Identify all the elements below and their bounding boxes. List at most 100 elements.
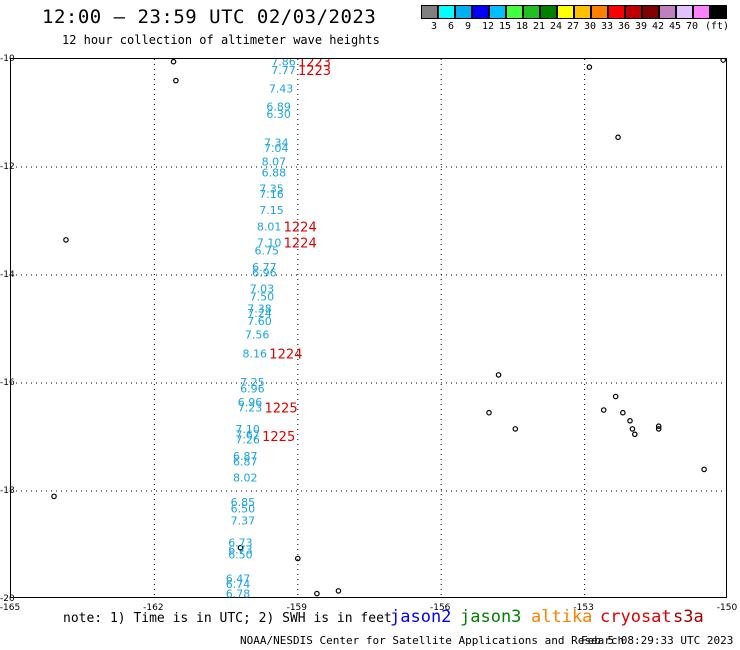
island-outline: [63, 237, 69, 243]
scale-label: 18: [516, 21, 529, 32]
wave-height-label: 8.07: [262, 156, 287, 169]
wave-height-label: 6.30: [266, 108, 291, 121]
scale-label: 27: [567, 21, 580, 32]
lon-tick-label: -165: [0, 603, 20, 613]
lon-tick-label: -159: [287, 603, 308, 613]
wave-height-label: 7.10: [257, 237, 282, 250]
wave-height-label: 7.10: [235, 423, 260, 436]
wave-height-label: 7.86: [271, 59, 296, 69]
time-label: 1225: [265, 401, 298, 416]
scale-label: 21: [533, 21, 546, 32]
scale-swatch: [506, 5, 523, 19]
time-label: 1225: [262, 430, 295, 445]
scale-label: 33: [601, 21, 614, 32]
scale-label: 15: [499, 21, 512, 32]
wave-height-label: 6.75: [254, 245, 279, 258]
island-outline: [170, 59, 177, 65]
scale-swatch: [710, 5, 727, 19]
wave-height-label: 7.23: [238, 401, 263, 414]
wave-height-label: 6.85: [231, 496, 256, 509]
scale-swatch: [421, 5, 438, 19]
scale-swatch: [523, 5, 540, 19]
footer-credit: NOAA/NESDIS Center for Satellite Applica…: [240, 634, 625, 647]
scale-swatch: [625, 5, 642, 19]
island-outline: [627, 417, 633, 424]
time-label: 1223: [298, 59, 331, 71]
wave-height-label: 7.60: [247, 315, 272, 328]
wave-height-label: 7.50: [250, 291, 275, 304]
time-label: 1224: [284, 237, 317, 252]
lon-tick-label: -150: [717, 603, 738, 613]
note-text: note: 1) Time is in UTC; 2) SWH is in fe…: [63, 611, 392, 626]
lat-tick-label: -12: [0, 162, 15, 172]
lat-tick-label: -14: [0, 270, 15, 280]
wave-height-label: 6.89: [266, 101, 291, 114]
island-outline: [629, 426, 636, 432]
island-outline: [655, 423, 662, 430]
island-outline: [631, 431, 638, 438]
legend-s3a: s3a: [673, 607, 704, 627]
legend-jason2: jason2: [390, 607, 452, 627]
island-outline: [620, 409, 626, 416]
legend-cryosat: cryosat: [600, 607, 672, 627]
scale-swatch: [608, 5, 625, 19]
scale-swatch: [540, 5, 557, 19]
scale-swatch: [489, 5, 506, 19]
wave-height-label: 7.34: [264, 137, 289, 150]
scale-label: 45: [669, 21, 682, 32]
island-outline: [720, 59, 727, 63]
wave-height-label: 7.43: [269, 83, 294, 96]
map-frame: 7.86 7.77 7.43 6.89 6.30 7.34 7.04 8.07 6.88 7.35…: [10, 58, 728, 599]
time-label: 1224: [284, 220, 317, 235]
wave-height-label: 7.26: [235, 434, 260, 447]
scale-label: 3: [431, 21, 438, 32]
page-title: 12:00 — 23:59 UTC 02/03/2023: [42, 6, 377, 28]
wave-height-label: 7.25: [240, 376, 265, 389]
scale-swatch: [642, 5, 659, 19]
wave-height-label: 6.50: [228, 549, 253, 562]
island-outline: [612, 393, 619, 400]
legend-altika: altika: [531, 607, 593, 627]
island-outline: [294, 555, 301, 562]
wave-height-label: 6.96: [240, 382, 265, 395]
wave-height-label: 6.87: [233, 455, 258, 468]
scale-label: 12: [482, 21, 495, 32]
scale-label: 24: [550, 21, 563, 32]
scale-swatch: [472, 5, 489, 19]
lat-tick-label: -16: [0, 378, 15, 388]
wave-height-label: 6.77: [252, 261, 277, 274]
wave-height-label: 7.35: [259, 183, 284, 196]
wave-height-label: 7.24: [247, 307, 272, 320]
wave-height-label: 6.78: [226, 588, 251, 599]
lon-tick-label: -153: [573, 603, 593, 613]
wave-height-label: 6.88: [262, 166, 287, 179]
lon-tick-label: -156: [430, 603, 451, 613]
scale-label: 39: [635, 21, 648, 32]
scale-swatch: [591, 5, 608, 19]
island-outline: [335, 588, 342, 594]
wave-height-label: 7.04: [264, 142, 289, 155]
scale-swatch: [455, 5, 472, 19]
wave-height-label: 7.03: [250, 283, 275, 296]
scale-label: 30: [584, 21, 597, 32]
lon-tick-label: -162: [143, 603, 163, 613]
island-outline: [701, 466, 707, 473]
island-outline: [173, 77, 179, 84]
island-outline: [586, 64, 593, 70]
island-outline: [237, 544, 244, 551]
island-outline: [512, 426, 519, 432]
wave-height-label: 8.02: [233, 472, 258, 485]
wave-height-label: 6.73: [228, 536, 253, 549]
wave-height-label: 7.15: [259, 204, 284, 217]
island-outline: [495, 372, 502, 378]
wave-height-label: 6.96: [238, 396, 263, 409]
wave-height-label: 7.56: [245, 328, 270, 341]
wave-height-label: 6.47: [226, 572, 251, 585]
scale-unit: (ft): [705, 21, 730, 32]
lat-tick-label: -10: [0, 54, 15, 64]
wave-height-label: 6.87: [233, 450, 258, 463]
island-outline: [314, 590, 320, 597]
wave-height-label: 6.96: [252, 266, 277, 279]
scale-label: 70: [686, 21, 699, 32]
